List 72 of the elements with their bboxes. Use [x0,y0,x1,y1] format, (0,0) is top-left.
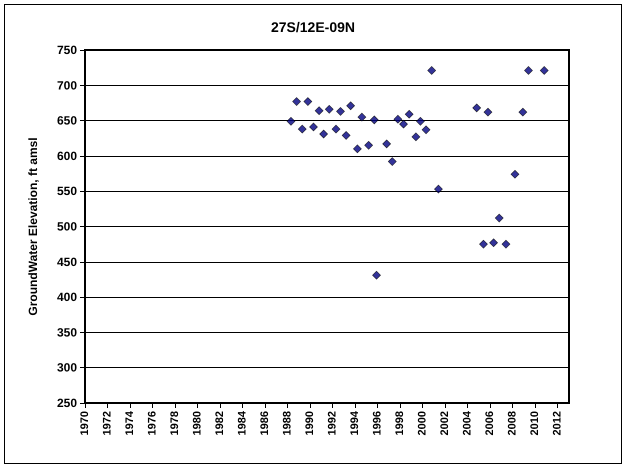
chart-title: 27S/12E-09N [270,19,356,35]
y-tick-label: 450 [56,254,78,269]
point [372,270,381,280]
point [346,101,355,110]
point [510,170,520,179]
x-tick-label: 1992 [326,411,339,436]
x-tick-label: 2000 [416,411,429,436]
point [416,117,425,126]
x-tick-label: 2012 [552,411,564,436]
x-tick-label: 2004 [462,410,474,436]
y-tick-label: 400 [56,290,78,304]
y-axis-title: GroundWater Elevation, ft amsl [26,137,40,316]
point [427,66,436,75]
point [472,104,481,112]
point [494,214,504,222]
x-tick-label: 1996 [372,411,384,436]
x-tick-label: 1976 [146,411,159,436]
point [434,184,443,194]
point [394,114,402,124]
y-tick-label: 550 [56,184,78,198]
x-tick-label: 1994 [349,410,362,436]
point [388,157,397,166]
x-tick-label: 1974 [124,410,136,436]
point [292,97,301,106]
point [309,122,318,132]
point [370,116,379,124]
point [336,107,345,116]
point [286,117,296,126]
point [479,240,488,248]
point [404,110,414,119]
x-tick-label: 1980 [192,411,204,436]
point [540,66,549,75]
y-tick-label: 250 [56,396,78,410]
point [304,97,312,106]
x-tick-label: 1978 [169,411,182,436]
y-tick-label: 350 [56,325,78,340]
x-tick-label: 1982 [214,411,226,436]
y-tick-label: 750 [56,43,78,57]
y-tick-label: 650 [56,114,78,128]
point [342,131,350,140]
point [524,66,533,75]
x-tick-label: 1986 [259,411,272,436]
point [518,108,528,116]
point [489,238,498,248]
x-tick-label: 2002 [439,411,452,436]
point [382,140,391,148]
point [502,240,510,248]
point [324,105,334,114]
x-tick-label: 1984 [236,410,249,436]
point [399,120,408,128]
y-tick-label: 600 [56,148,78,163]
point [412,132,420,142]
y-tick-label: 300 [56,360,78,375]
point [422,125,430,134]
x-tick-label: 2010 [529,411,542,436]
x-tick-label: 1990 [304,411,316,436]
point [358,112,366,122]
x-tick-label: 1970 [79,411,91,436]
point [364,141,373,150]
x-tick-label: 1972 [102,411,114,436]
y-tick-label: 500 [56,220,78,234]
point [298,124,307,134]
x-tick-label: 2008 [506,411,519,436]
x-tick-label: 1998 [394,411,406,436]
point [353,144,362,154]
point [484,108,492,116]
point [332,124,340,134]
x-tick-label: 1988 [282,411,294,436]
y-tick-label: 700 [56,78,78,92]
x-tick-label: 2006 [484,411,496,436]
point [314,106,324,116]
point [319,130,328,138]
